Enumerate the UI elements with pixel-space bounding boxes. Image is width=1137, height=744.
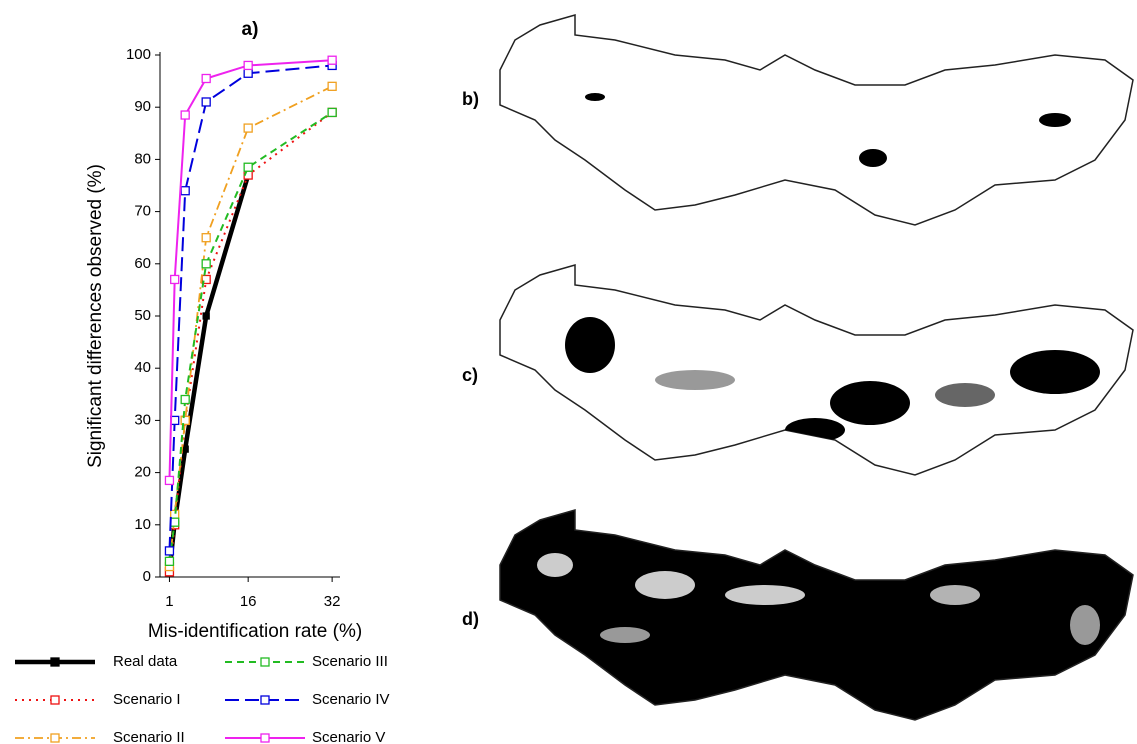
marker (164, 546, 175, 556)
marker (164, 556, 175, 566)
legend-marker (260, 695, 270, 705)
panel-label: b) (462, 89, 479, 109)
marker (243, 68, 253, 78)
map-c (499, 264, 1134, 476)
marker (202, 312, 210, 320)
panel-label: d) (462, 609, 479, 629)
y-tick-label: 90 (134, 98, 151, 115)
marker (201, 259, 211, 269)
marker (243, 162, 253, 172)
y-tick-label: 10 (134, 516, 151, 533)
series-line (168, 59, 333, 481)
marker (170, 517, 180, 527)
legend-label: Scenario V (312, 729, 385, 744)
y-tick-label: 40 (134, 359, 151, 376)
legend-label: Scenario III (312, 653, 388, 670)
marker (170, 274, 180, 285)
y-tick-label: 100 (126, 46, 151, 63)
marker (180, 110, 190, 120)
y-axis-label: Significant differences observed (%) (85, 164, 106, 468)
marker (243, 60, 253, 71)
marker (327, 81, 337, 91)
chart-title: a) (242, 19, 259, 40)
map-b (499, 14, 1134, 226)
series-line (168, 85, 333, 567)
legend-marker (50, 695, 60, 705)
legend-label: Real data (113, 653, 178, 670)
x-tick-label: 32 (324, 593, 341, 610)
y-tick-label: 60 (134, 255, 151, 272)
y-tick-label: 70 (134, 203, 151, 220)
legend-label: Scenario I (113, 691, 181, 708)
legend-label: Scenario IV (312, 691, 390, 708)
marker (180, 394, 190, 405)
marker (201, 233, 211, 243)
legend-marker (260, 657, 270, 667)
y-tick-label: 80 (134, 150, 151, 167)
marker (164, 475, 175, 486)
legend-marker (50, 733, 60, 743)
y-tick-label: 20 (134, 464, 151, 481)
x-tick-label: 16 (240, 593, 257, 610)
marker (180, 415, 190, 426)
marker (201, 97, 211, 107)
x-axis-label: Mis-identification rate (%) (148, 621, 362, 642)
marker (180, 186, 190, 196)
y-tick-label: 30 (134, 411, 151, 428)
series-line (168, 64, 333, 551)
y-tick-label: 0 (143, 568, 151, 585)
legend-label: Scenario II (113, 729, 185, 744)
y-tick-label: 50 (134, 307, 151, 324)
marker (243, 123, 253, 133)
marker (327, 55, 337, 65)
marker (327, 107, 337, 118)
legend-marker (50, 657, 60, 667)
legend-marker (260, 733, 270, 743)
x-tick-label: 1 (165, 593, 173, 610)
map-d (499, 509, 1134, 721)
series-line (168, 111, 333, 562)
panel-label: c) (462, 365, 478, 385)
marker (201, 73, 211, 84)
